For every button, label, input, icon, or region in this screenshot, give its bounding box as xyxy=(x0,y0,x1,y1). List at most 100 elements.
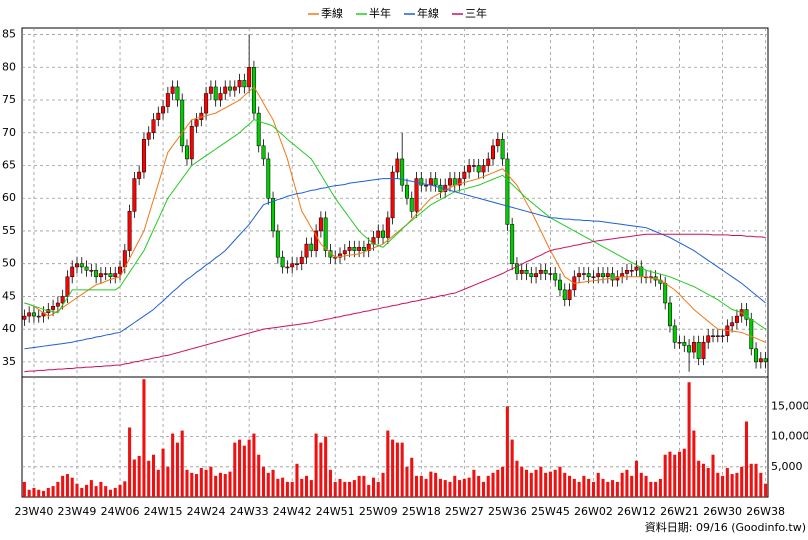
y-tick-label: 40 xyxy=(2,322,16,335)
volume-bar xyxy=(496,469,500,497)
volume-bar xyxy=(563,472,567,497)
volume-bar xyxy=(295,463,299,497)
candle-body xyxy=(419,178,424,186)
candle-body xyxy=(204,93,209,114)
ma-line xyxy=(24,233,766,373)
volume-bar xyxy=(687,382,691,497)
volume-bar xyxy=(424,478,428,497)
volume-bar xyxy=(438,478,442,497)
candle-body xyxy=(672,325,677,343)
candle-body xyxy=(31,312,36,317)
candle-body xyxy=(763,358,768,363)
candle-body xyxy=(677,342,682,344)
candle-body xyxy=(175,86,180,101)
volume-bar xyxy=(395,442,399,497)
x-tick-label: 26W30 xyxy=(703,505,742,518)
candle-body xyxy=(89,269,94,272)
y-tick-label: 55 xyxy=(2,224,16,237)
volume-bar xyxy=(371,477,376,497)
volume-bar xyxy=(400,442,404,497)
volume-bar xyxy=(520,466,524,497)
volume-bar xyxy=(491,472,495,497)
candle-body xyxy=(218,93,223,101)
candle-body xyxy=(696,342,701,359)
candle-body xyxy=(624,269,629,274)
candle-body xyxy=(342,250,347,255)
candle-body xyxy=(691,342,696,353)
candle-body xyxy=(667,302,672,327)
volume-bar xyxy=(37,489,41,497)
candle-body xyxy=(314,230,319,251)
volume-bar xyxy=(582,475,586,497)
volume-bar xyxy=(147,460,151,497)
volume-bar xyxy=(357,475,361,497)
candle-body xyxy=(634,266,639,271)
candle-body xyxy=(586,273,591,278)
volume-bar xyxy=(443,480,447,497)
candle-body xyxy=(113,273,118,278)
x-tick-label: 25W09 xyxy=(359,505,398,518)
volume-bar xyxy=(180,430,184,497)
volume-bar xyxy=(553,469,557,497)
volume-bar xyxy=(434,472,438,497)
volume-bar xyxy=(343,481,347,497)
source-note: 資料日期: 09/16 (Goodinfo.tw) xyxy=(645,520,806,534)
candle-body xyxy=(27,312,32,317)
candle-body xyxy=(663,283,668,304)
candle-body xyxy=(98,273,103,278)
candle-body xyxy=(452,178,457,186)
candle-body xyxy=(476,165,481,173)
volume-bar xyxy=(711,454,715,497)
candle-body xyxy=(601,273,605,278)
x-tick-label: 26W38 xyxy=(746,505,785,518)
candle-body xyxy=(400,158,405,186)
candle-body xyxy=(261,145,266,160)
candle-body xyxy=(266,158,271,199)
volume-bar xyxy=(754,463,758,497)
volume-bar xyxy=(305,475,309,497)
candle-body xyxy=(84,266,89,271)
candle-body xyxy=(180,99,185,147)
candle-body xyxy=(366,243,371,251)
volume-bar xyxy=(156,469,160,497)
volume-bar xyxy=(663,454,667,497)
candle-body xyxy=(70,266,75,278)
candle-body xyxy=(481,165,486,173)
volume-bar xyxy=(242,445,246,497)
candle-body xyxy=(285,266,290,269)
candle-body xyxy=(55,302,60,307)
candle-body xyxy=(189,125,194,160)
candle-body xyxy=(433,178,438,186)
candle-body xyxy=(151,119,156,134)
volume-bar xyxy=(56,481,60,497)
volume-bar xyxy=(630,475,634,497)
y-tick-label: 35 xyxy=(2,355,16,368)
volume-bar xyxy=(453,475,457,497)
volume-bar xyxy=(410,457,414,497)
volume-bar xyxy=(391,439,395,497)
volume-bar xyxy=(51,486,55,497)
ma-line xyxy=(24,86,766,343)
candle-body xyxy=(256,112,261,147)
candle-body xyxy=(529,273,534,278)
candle-body xyxy=(304,243,309,258)
candle-body xyxy=(228,86,232,91)
candle-body xyxy=(467,165,472,173)
candle-body xyxy=(361,247,366,251)
volume-bar xyxy=(587,478,591,497)
candle-body xyxy=(701,342,706,359)
candle-body xyxy=(65,276,70,297)
candle-body xyxy=(754,348,759,363)
volume-bar xyxy=(333,481,337,497)
volume-bar xyxy=(481,481,485,497)
candle-body xyxy=(519,269,524,274)
candle-body xyxy=(730,322,735,327)
volume-bar xyxy=(568,475,572,497)
volume-bar xyxy=(462,478,466,497)
candle-body xyxy=(132,178,137,212)
candle-body xyxy=(36,315,41,318)
y-tick-label: 80 xyxy=(2,60,16,73)
volume-bar xyxy=(558,466,562,497)
volume-bar xyxy=(80,487,84,497)
